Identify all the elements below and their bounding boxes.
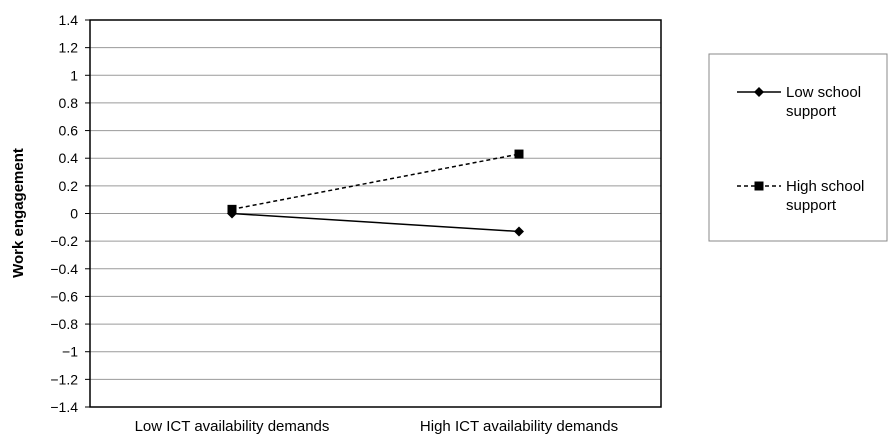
series-line [231,212,520,233]
data-point-marker [227,204,237,214]
x-category-label: Low ICT availability demands [135,418,330,435]
legend-marker [754,181,764,191]
legend-item: High school support [737,178,864,214]
y-axis-ticks: 1.4 1.2 1 0.8 0.6 0.4 0.2 0 −0.2 −0.4 −0.6 −0.8 −1 −1… [50,12,90,415]
y-tick-label: −0.2 [50,233,78,249]
legend-marker [754,87,764,97]
x-axis-categories: Low ICT availability demands High ICT ava… [135,418,618,435]
y-tick-label: 0.8 [59,95,79,111]
data-point-marker [514,226,524,237]
legend-box [708,53,888,242]
x-category-label: High ICT availability demands [420,418,618,435]
y-tick-label: 0.2 [59,178,79,194]
y-tick-label: 1.4 [59,12,79,28]
series-low-school-support [227,208,524,237]
legend-label: support [786,197,837,214]
y-tick-label: 1.2 [59,40,79,56]
y-tick-label: −1.4 [50,399,78,415]
legend-label: Low school [786,84,861,101]
data-point-marker [514,149,524,159]
y-tick-label: 0.4 [59,150,79,166]
legend-item: Low school support [737,84,861,120]
series-line [231,153,520,211]
y-tick-label: −1.2 [50,371,78,387]
y-tick-label: −0.8 [50,316,78,332]
y-tick-label: −0.6 [50,288,78,304]
legend: Low school support High school support [708,53,888,242]
y-tick-label: 1 [70,67,78,83]
gridlines [90,19,661,408]
y-axis-label: Work engagement [10,148,27,278]
legend-items: Low school support High school support [737,84,864,214]
y-tick-label: 0.6 [59,123,79,139]
y-tick-label: −1 [62,344,78,360]
legend-label: support [786,103,837,120]
series-group [227,149,524,237]
series-high-school-support [227,149,524,214]
y-tick-label: −0.4 [50,261,78,277]
legend-label: High school [786,178,864,195]
y-tick-label: 0 [70,206,78,222]
